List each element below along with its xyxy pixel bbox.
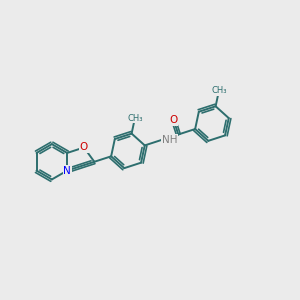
Text: CH₃: CH₃ [211, 86, 227, 95]
Text: O: O [80, 142, 88, 152]
Text: N: N [63, 166, 71, 176]
Text: CH₃: CH₃ [127, 113, 143, 122]
Text: NH: NH [161, 135, 177, 145]
Text: O: O [169, 115, 178, 125]
